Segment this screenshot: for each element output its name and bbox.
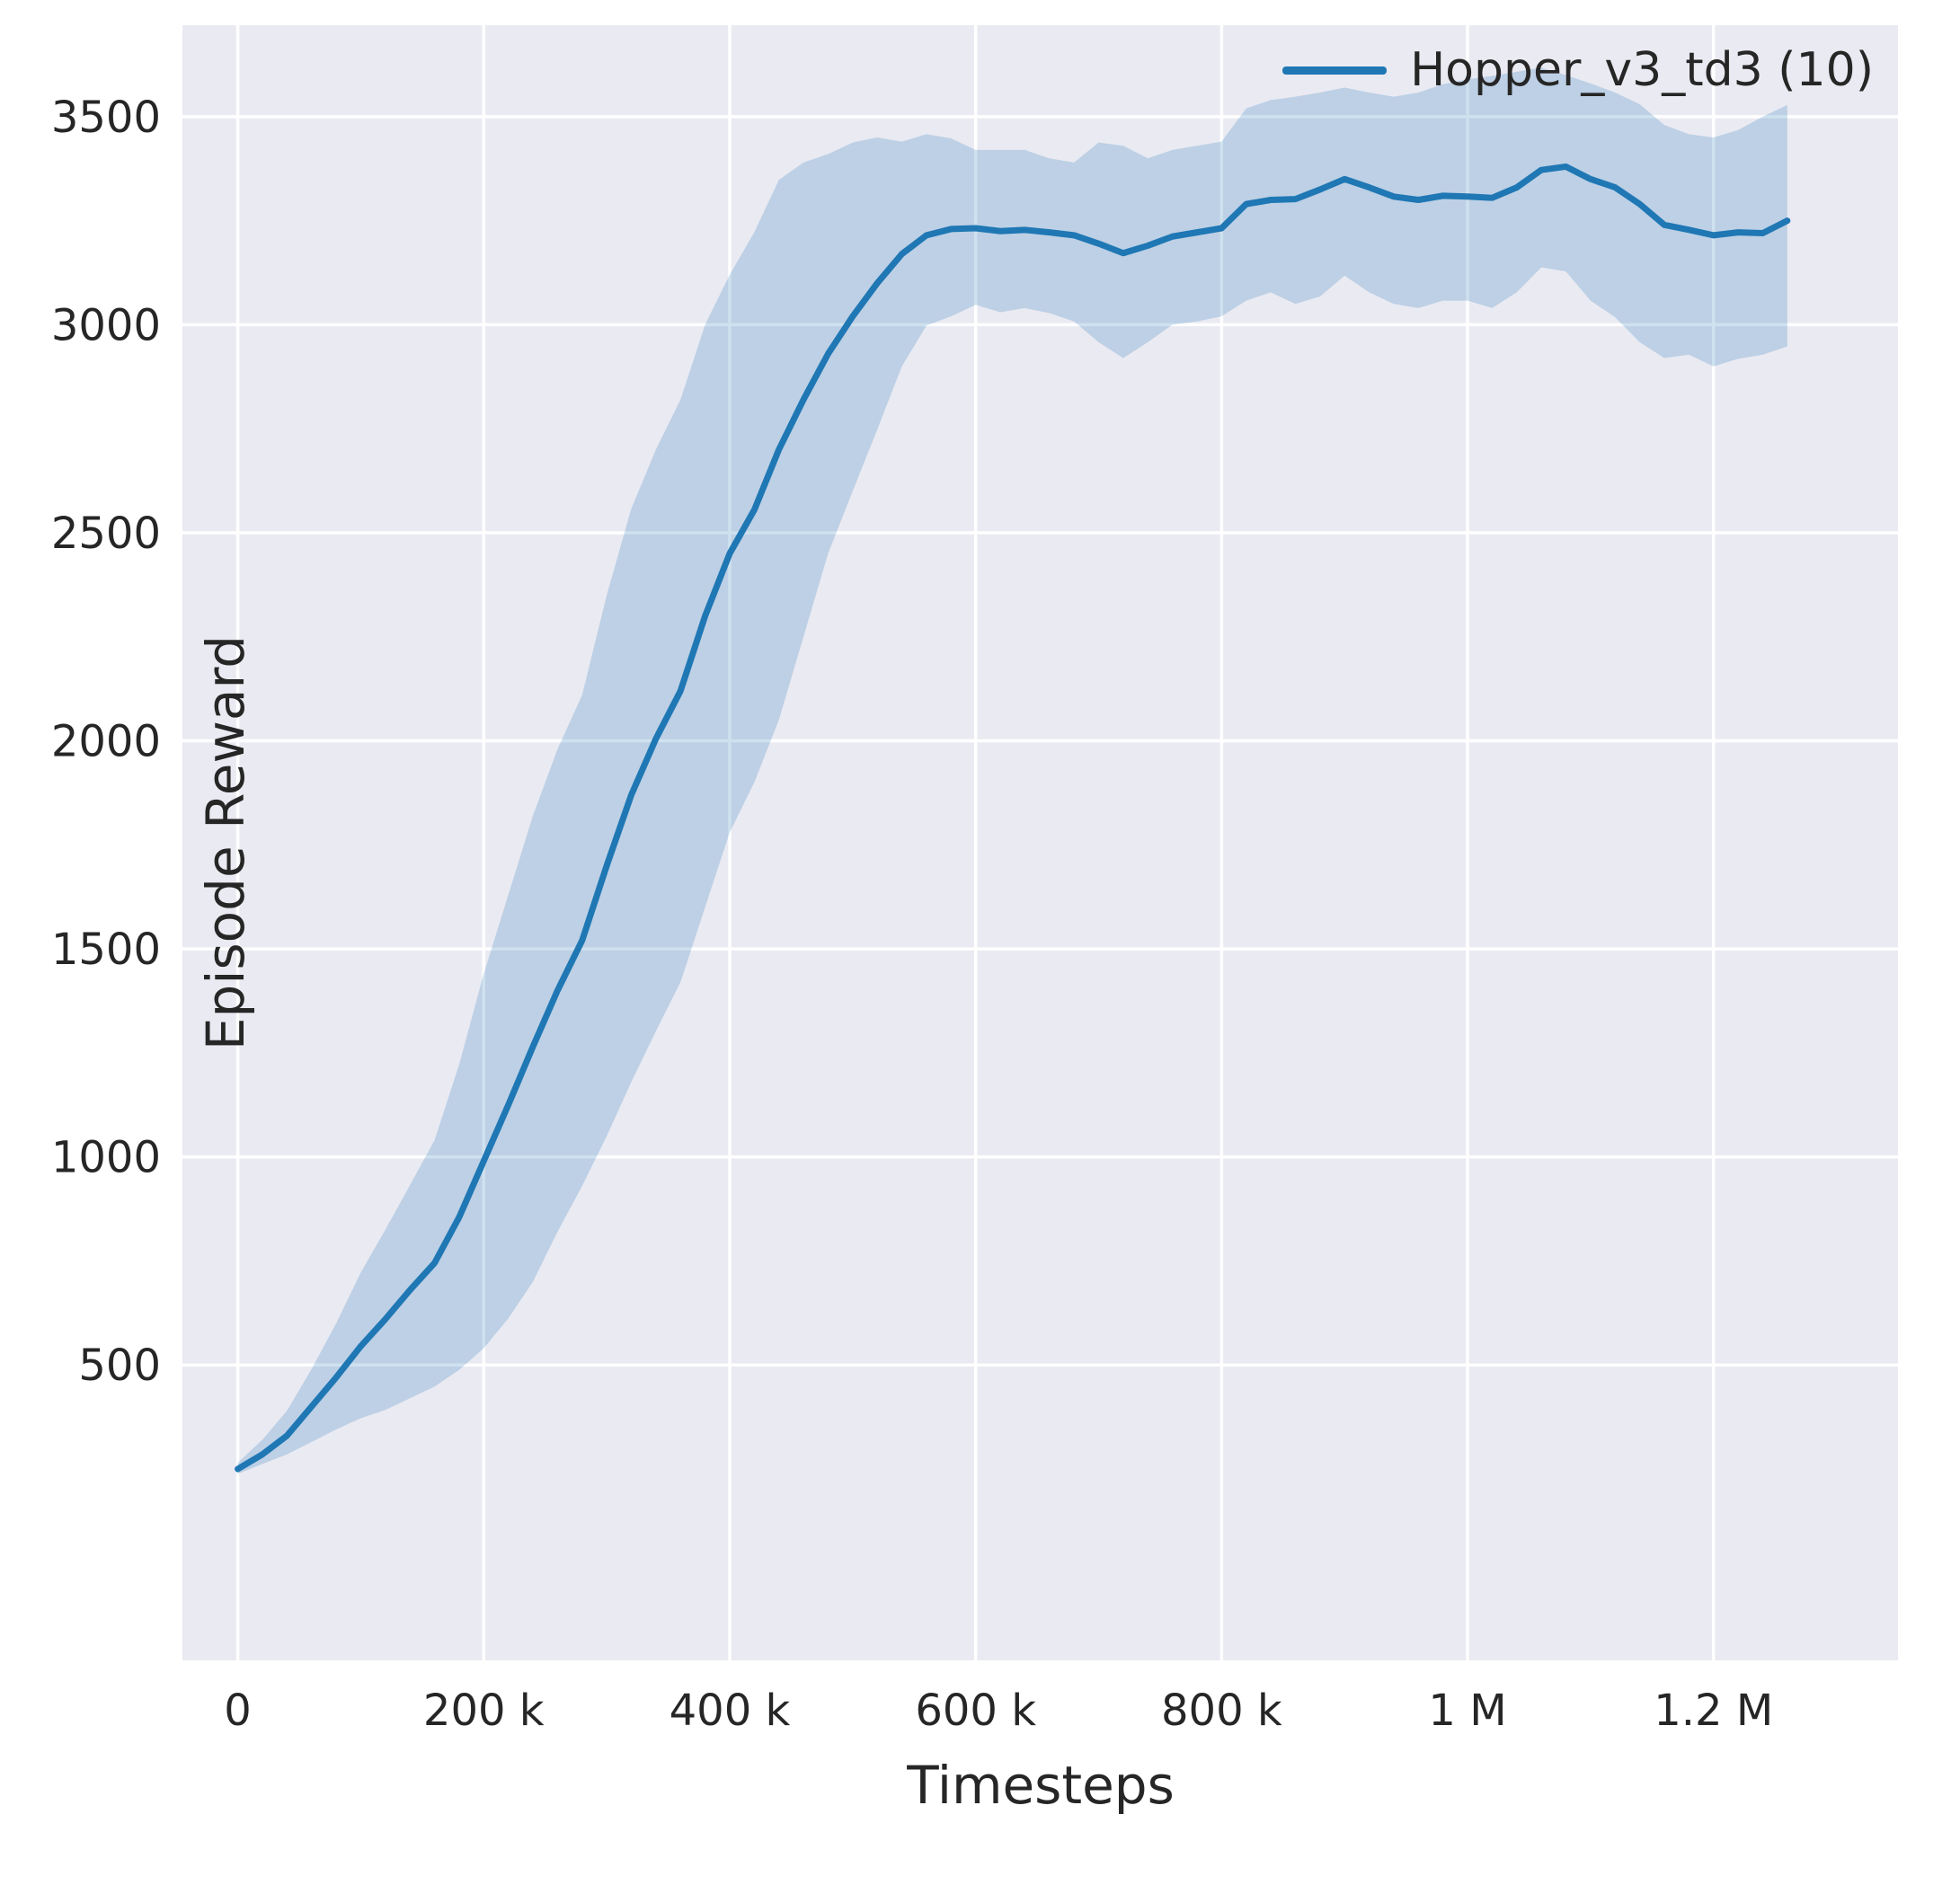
y-tick-label: 2000 (51, 717, 161, 767)
x-tick-label: 200 k (423, 1686, 545, 1736)
x-tick-label: 0 (224, 1686, 252, 1736)
x-tick-label: 800 k (1161, 1686, 1282, 1736)
y-tick-label: 1000 (51, 1133, 161, 1183)
x-tick-label: 1 M (1428, 1686, 1506, 1736)
y-tick-label: 2500 (51, 509, 161, 559)
x-tick-label: 1.2 M (1654, 1686, 1773, 1736)
legend-line-swatch (1282, 66, 1388, 75)
plot-background (182, 25, 1898, 1660)
legend-label: Hopper_v3_td3 (10) (1410, 43, 1874, 97)
y-tick-label: 3500 (51, 93, 161, 143)
mean-line (235, 163, 1791, 1473)
legend: Hopper_v3_td3 (10) (1282, 47, 1874, 93)
x-tick-label: 600 k (915, 1686, 1036, 1736)
y-axis-label: Episode Reward (195, 634, 257, 1051)
x-axis-label: Timesteps (907, 1755, 1175, 1816)
y-tick-label: 500 (78, 1341, 161, 1391)
y-tick-label: 3000 (51, 300, 161, 350)
x-tick-label: 400 k (670, 1686, 791, 1736)
y-tick-label: 1500 (51, 925, 161, 975)
confidence-band (237, 67, 1787, 1474)
